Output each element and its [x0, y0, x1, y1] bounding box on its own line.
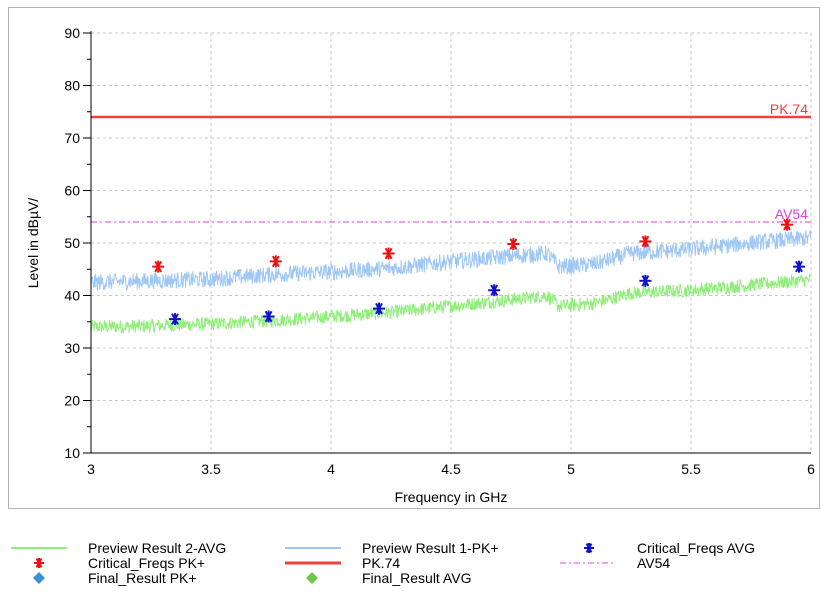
series-line-preview-pk — [90, 230, 812, 291]
critical-avg-marker — [262, 310, 275, 323]
legend-label-final-pk: Final_Result PK+ — [88, 570, 197, 586]
legend-label-critical-pk: Critical_Freqs PK+ — [88, 555, 206, 571]
limit-label-pk74: PK.74 — [770, 101, 808, 117]
x-tick-label: 3 — [87, 461, 95, 477]
y-tick-label: 90 — [64, 25, 80, 41]
critical-pk-marker — [781, 218, 793, 231]
y-tick-label: 70 — [64, 130, 80, 146]
y-tick-label: 60 — [64, 183, 80, 199]
critical-pk-marker — [152, 260, 165, 273]
chart-frame — [8, 7, 820, 509]
x-tick-label: 4 — [327, 461, 335, 477]
critical-avg-marker — [373, 302, 385, 315]
legend-swatch-critical-freqs-avg — [584, 543, 594, 553]
legend-label-critical-avg: Critical_Freqs AVG — [637, 540, 755, 556]
critical-pk-marker — [639, 235, 652, 248]
x-tick-label: 6 — [807, 461, 815, 477]
legend-label-preview-avg: Preview Result 2-AVG — [88, 540, 227, 556]
x-tick-label: 5 — [567, 461, 575, 477]
y-tick-label: 30 — [64, 340, 80, 356]
x-tick-label: 3.5 — [201, 461, 221, 477]
y-tick-label: 50 — [64, 235, 80, 251]
critical-avg-marker — [488, 284, 501, 297]
y-axis-title: Level in dBµV/ — [25, 198, 41, 289]
legend-label-preview-pk: Preview Result 1-PK+ — [362, 540, 499, 556]
critical-avg-marker — [169, 313, 181, 326]
critical-pk-marker — [269, 255, 282, 268]
legend-label-final-avg: Final_Result AVG — [362, 570, 472, 586]
legend-label-av54: AV54 — [637, 555, 671, 571]
critical-pk-marker — [382, 247, 395, 260]
series-line-preview-avg — [90, 273, 812, 334]
limit-label-av54: AV54 — [775, 206, 808, 222]
x-tick-label: 4.5 — [441, 461, 461, 477]
critical-avg-marker — [639, 274, 652, 287]
y-tick-label: 10 — [64, 445, 80, 461]
critical-avg-marker — [793, 260, 805, 273]
x-axis-title: Frequency in GHz — [395, 489, 508, 505]
x-tick-label: 5.5 — [681, 461, 701, 477]
y-tick-label: 80 — [64, 78, 80, 94]
y-tick-label: 40 — [64, 288, 80, 304]
legend-swatch-final-result-pk- — [33, 572, 45, 584]
legend-swatch-final-result-avg — [306, 572, 318, 584]
legend-swatch-critical-freqs-pk- — [34, 558, 44, 568]
legend-label-pk74: PK.74 — [362, 555, 401, 571]
y-tick-label: 20 — [64, 393, 80, 409]
critical-pk-marker — [507, 238, 520, 251]
